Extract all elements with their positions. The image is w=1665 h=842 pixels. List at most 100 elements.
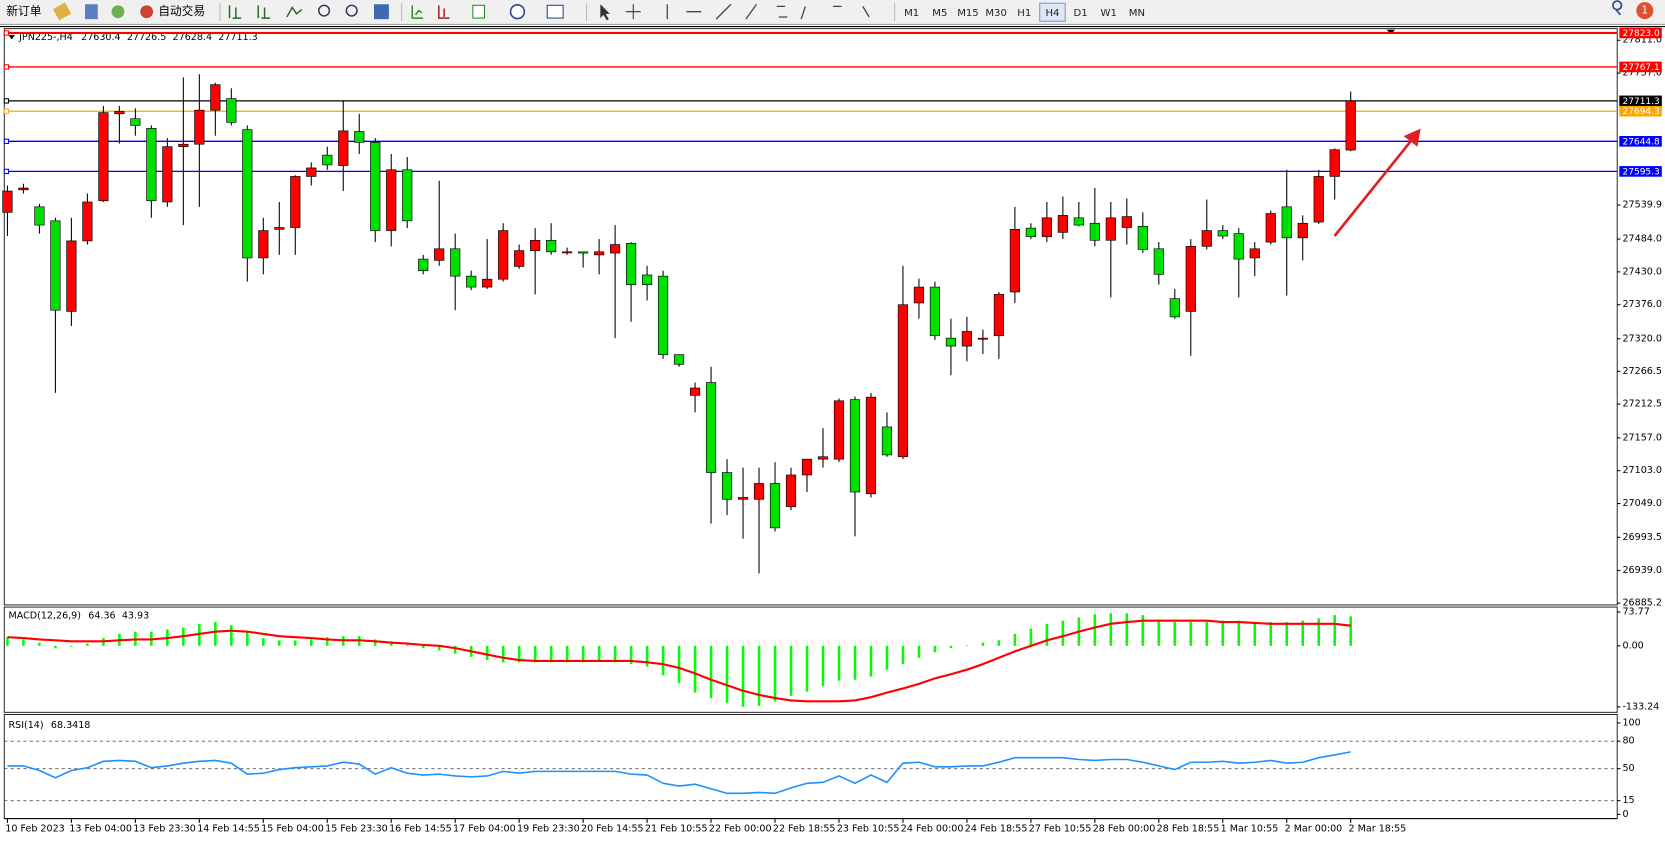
- candle-body: [146, 128, 157, 202]
- candle-body: [1265, 213, 1276, 243]
- x-tick-label: 22 Feb 18:55: [773, 824, 836, 835]
- macd-bar: [869, 645, 873, 677]
- macd-bar: [1141, 615, 1145, 646]
- toolbar: [0, 0, 1665, 25]
- candle-body: [977, 337, 989, 340]
- tile-icon[interactable]: [374, 4, 389, 20]
- shift-marker: [1386, 29, 1396, 35]
- macd-bar: [1109, 613, 1113, 646]
- candle-body: [641, 274, 653, 285]
- x-tick-label: 17 Feb 04:00: [453, 824, 516, 835]
- candle-chart-icon[interactable]: [257, 5, 270, 19]
- candle-body: [466, 275, 477, 288]
- timeframe-button[interactable]: M30: [985, 8, 1007, 19]
- timeframe-button[interactable]: M5: [932, 8, 947, 19]
- icon[interactable]: [85, 4, 98, 20]
- macd-bar: [917, 645, 921, 658]
- candle-body: [945, 337, 957, 347]
- y-tick-label: 0.00: [1622, 640, 1643, 651]
- timeframe-button[interactable]: MN: [1129, 8, 1145, 19]
- macd-bar: [1317, 618, 1320, 646]
- notification-badge[interactable]: [1636, 2, 1654, 20]
- price-label: 27644.8: [1622, 137, 1660, 147]
- icon[interactable]: [111, 5, 125, 19]
- zoom-in-icon[interactable]: [318, 4, 331, 17]
- candle-body: [402, 169, 413, 222]
- macd-bar: [86, 643, 89, 646]
- timeframe-button[interactable]: H1: [1017, 8, 1031, 19]
- candle-body: [418, 258, 429, 272]
- timeframe-button[interactable]: M1: [904, 8, 919, 19]
- timeframe-button[interactable]: H4: [1045, 8, 1059, 19]
- y-tick-label: 50: [1622, 763, 1634, 774]
- timeframe-button[interactable]: W1: [1101, 8, 1117, 19]
- x-tick-label: 15 Feb 04:00: [261, 824, 324, 835]
- candle-body: [1249, 248, 1260, 259]
- rsi-title: RSI(14): [9, 720, 44, 731]
- price-label: 27767.1: [1622, 63, 1659, 73]
- macd-bar: [1157, 619, 1161, 646]
- indicators-icon[interactable]: [472, 4, 486, 19]
- macd-bar: [38, 642, 41, 646]
- chart-type-icons[interactable]: [228, 5, 303, 19]
- cursor-icon[interactable]: [600, 4, 610, 21]
- price-label: 27694.3: [1622, 107, 1660, 117]
- macd-bar: [645, 645, 649, 667]
- icon[interactable]: [52, 2, 72, 21]
- line-chart-icon[interactable]: [286, 6, 303, 18]
- candle-body: [306, 167, 317, 177]
- macd-bar: [1205, 622, 1209, 646]
- last-open: 27630.4: [81, 32, 120, 43]
- macd-panel: [3, 606, 1618, 713]
- x-tick-label: 2 Mar 18:55: [1349, 824, 1407, 835]
- macd-bar: [1269, 622, 1273, 646]
- periods-icon[interactable]: [509, 3, 526, 20]
- macd-signal-value: 43.93: [122, 610, 149, 621]
- candle-body: [1185, 246, 1196, 312]
- drawing-tools[interactable]: [666, 3, 870, 20]
- candle-body: [689, 387, 701, 396]
- candle-body: [833, 400, 845, 460]
- crosshair-icon[interactable]: [625, 4, 641, 20]
- auto-trading-icon[interactable]: [140, 5, 154, 19]
- candle-body: [386, 169, 397, 231]
- macd-bar: [6, 637, 9, 646]
- macd-bar: [773, 645, 777, 702]
- macd-bar: [1013, 633, 1017, 646]
- candle-body: [673, 354, 685, 365]
- y-tick-label: 26885.2: [1622, 598, 1661, 609]
- candle-body: [737, 497, 749, 500]
- candle-body: [178, 143, 189, 147]
- macd-bar: [70, 645, 73, 647]
- y-tick-label: 15: [1622, 795, 1634, 806]
- shift-icon[interactable]: [438, 5, 450, 19]
- y-tick-label: 27539.9: [1622, 200, 1661, 211]
- candle-body: [785, 474, 797, 507]
- candle-body: [1201, 230, 1212, 247]
- x-tick-label: 13 Feb 23:30: [133, 824, 196, 835]
- y-tick-label: 27266.5: [1622, 366, 1661, 377]
- candle-body: [1281, 206, 1292, 239]
- candle-body: [354, 131, 365, 143]
- autoscroll-icon[interactable]: [411, 5, 423, 19]
- price-line-handle: [3, 108, 10, 114]
- new-order-button[interactable]: 新订单: [6, 4, 41, 18]
- macd-bar: [821, 645, 825, 687]
- price-line-handle: [3, 64, 10, 70]
- candle-body: [610, 244, 621, 254]
- templates-icon[interactable]: [546, 4, 564, 19]
- timeframe-button[interactable]: M15: [957, 8, 979, 19]
- candle-body: [450, 248, 461, 277]
- macd-bar: [501, 645, 505, 663]
- macd-bar: [1029, 628, 1033, 646]
- macd-bar: [485, 645, 489, 661]
- candle-body: [817, 456, 829, 460]
- bar-chart-icon[interactable]: [228, 5, 242, 19]
- macd-bar: [1221, 620, 1225, 646]
- auto-trading-button[interactable]: 自动交易: [158, 4, 205, 18]
- active-timeframe: [1039, 2, 1066, 22]
- zoom-out-icon[interactable]: [345, 4, 358, 17]
- timeframe-button[interactable]: D1: [1074, 8, 1088, 19]
- symbol: JPN225-,H4: [18, 32, 73, 43]
- y-tick-label: 27157.0: [1622, 432, 1661, 443]
